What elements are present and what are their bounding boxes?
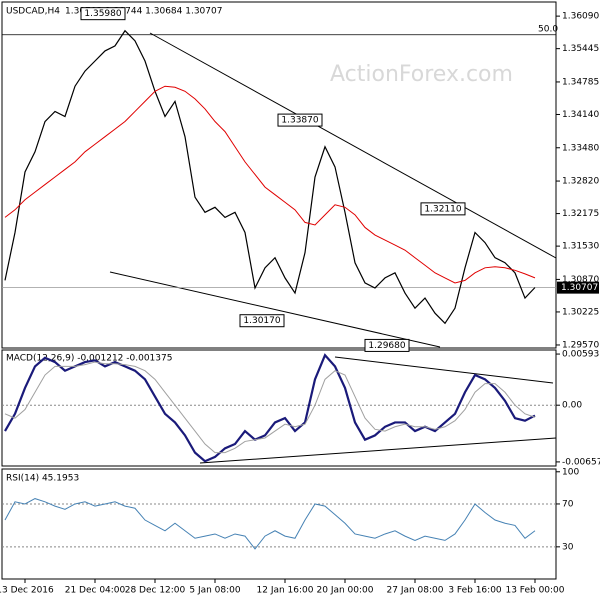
macd-title: MACD(12,26,9) -0.001212 -0.001375 [6,354,172,364]
x-tick-label: 5 Jan 08:00 [189,586,241,596]
y-tick-label: 1.30870 [562,275,599,285]
price-box [364,338,410,352]
watermark: ActionForex.com [330,62,513,87]
rsi-panel [1,468,557,580]
price-label: 1.29680 [368,341,405,351]
price-box [420,202,466,216]
last-box [557,281,599,294]
price-box [277,113,323,127]
price-label: 1.30170 [243,316,280,326]
x-tick-label: 21 Dec 04:00 [65,586,126,596]
rsi-title: RSI(14) 45.1953 [6,474,79,484]
x-tick-label: 12 Jan 16:00 [257,586,314,596]
last-label: 1.30707 [561,283,598,293]
trendline [199,437,557,464]
y-tick-label: 1.32175 [562,209,599,219]
y-tick-label: 0.00 [562,401,582,411]
y-tick-label: 1.31530 [562,242,599,252]
y-tick-label: 0.00593 [562,350,599,360]
x-tick-label: 3 Feb 16:00 [448,586,502,596]
y-tick-label: 1.35445 [562,44,599,54]
x-tick-label: 27 Jan 08:00 [387,586,444,596]
macd-panel [1,349,557,467]
y-tick-label: 1.29570 [562,340,599,350]
fib-label: 50.0 [538,24,558,34]
signal-line [4,361,536,454]
price-box [239,314,285,328]
x-tick-label: 13 Dec 2016 [0,586,54,596]
x-tick-label: 13 Feb 00:00 [505,586,564,596]
price-panel [1,1,557,349]
trendline [334,356,554,384]
chart-title: USDCAD,H4 [6,7,60,17]
moving-average [4,85,536,284]
y-tick-label: 1.33480 [562,143,599,153]
price-box [80,7,126,21]
trendline [109,271,441,348]
rsi-line [4,498,536,550]
y-tick-label: 70 [562,499,574,509]
trendline [149,32,557,259]
ohlc: 1.30703 1.30744 1.30684 1.30707 [65,7,222,17]
price-line [4,29,536,325]
y-tick-label: 1.36090 [562,12,599,22]
x-tick-label: 20 Jan 00:00 [317,586,374,596]
y-tick-label: 100 [562,467,579,477]
price-label: 1.33870 [281,116,318,126]
y-tick-label: -0.006575 [562,457,600,467]
y-tick-label: 1.34785 [562,77,599,87]
y-tick-label: 1.30225 [562,307,599,317]
price-label: 1.35980 [84,9,121,19]
y-tick-label: 1.34140 [562,110,599,120]
x-tick-label: 28 Dec 12:00 [125,586,186,596]
y-tick-label: 1.32820 [562,177,599,187]
price-label: 1.32110 [424,204,461,214]
macd-line [4,353,536,463]
y-tick-label: 30 [562,542,574,552]
